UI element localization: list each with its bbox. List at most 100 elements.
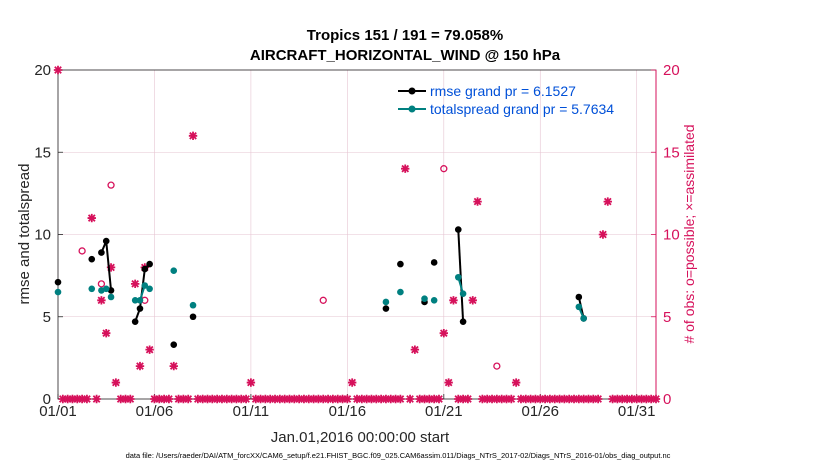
obs-assimilated-marker	[516, 394, 526, 404]
x-tick-label: 01/16	[329, 403, 367, 420]
obs-assimilated-glyph	[58, 394, 68, 404]
obs-assimilated-marker	[285, 394, 294, 404]
obs-assimilated-glyph	[410, 345, 420, 354]
obs-assimilated-glyph	[179, 394, 188, 404]
spread-point	[107, 293, 115, 301]
obs-assimilated-glyph	[454, 394, 463, 404]
obs-assimilated-glyph	[367, 394, 376, 404]
obs-assimilated-marker	[121, 394, 130, 404]
obs-assimilated-marker	[391, 394, 400, 404]
obs-assimilated-glyph	[352, 394, 362, 404]
obs-assimilated-glyph	[569, 394, 579, 404]
obs-assimilated-glyph	[555, 394, 564, 404]
obs-assimilated-glyph	[116, 394, 125, 404]
y2-axis-label: # of obs: o=possible; ×=assimilated	[681, 124, 697, 343]
obs-count-markers	[53, 65, 661, 404]
spread-point	[136, 297, 144, 304]
y2-tick-label: 15	[663, 144, 680, 161]
obs-assimilated-marker	[564, 394, 574, 404]
obs-assimilated-glyph	[135, 361, 145, 371]
obs-assimilated-glyph	[405, 394, 415, 404]
obs-assimilated-marker	[449, 296, 458, 305]
obs-assimilated-glyph	[608, 394, 617, 404]
obs-assimilated-marker	[155, 394, 164, 404]
y-axis-left: 0 5 10 15 20	[34, 62, 63, 408]
obs-assimilated-glyph	[241, 394, 251, 404]
obs-assimilated-marker	[627, 394, 637, 404]
obs-assimilated-marker	[222, 394, 231, 404]
x-tick-label: 01/06	[136, 403, 174, 420]
spread-point	[382, 298, 390, 306]
obs-assimilated-marker	[102, 329, 111, 338]
obs-assimilated-glyph	[584, 394, 593, 404]
obs-assimilated-marker	[618, 394, 627, 404]
obs-assimilated-glyph	[299, 394, 309, 404]
obs-assimilated-glyph	[550, 394, 559, 404]
obs-possible-marker	[440, 165, 448, 173]
obs-assimilated-marker	[425, 394, 434, 404]
spread-point	[575, 303, 583, 311]
obs-assimilated-marker	[184, 394, 193, 404]
obs-assimilated-glyph	[487, 394, 497, 404]
obs-assimilated-glyph	[145, 345, 154, 354]
obs-assimilated-glyph	[246, 378, 256, 387]
obs-assimilated-glyph	[106, 263, 116, 272]
obs-assimilated-marker	[294, 394, 304, 404]
obs-assimilated-glyph	[290, 394, 299, 404]
obs-assimilated-glyph	[618, 394, 627, 404]
obs-assimilated-glyph	[270, 394, 280, 404]
obs-assimilated-marker	[405, 394, 415, 404]
obs-assimilated-marker	[511, 378, 521, 387]
y-tick-label: 5	[43, 309, 51, 326]
obs-assimilated-glyph	[391, 394, 400, 404]
obs-assimilated-glyph	[314, 394, 323, 404]
obs-assimilated-glyph	[338, 394, 347, 404]
spread-point	[189, 301, 197, 309]
obs-assimilated-marker	[420, 394, 429, 404]
obs-assimilated-glyph	[589, 394, 598, 404]
obs-assimilated-marker	[227, 394, 236, 404]
obs-assimilated-marker	[613, 394, 622, 404]
spread-point	[397, 288, 404, 296]
obs-assimilated-marker	[270, 394, 280, 404]
obs-assimilated-glyph	[280, 394, 289, 404]
obs-assimilated-glyph	[261, 394, 270, 404]
obs-assimilated-glyph	[347, 378, 357, 387]
obs-assimilated-glyph	[121, 394, 130, 404]
obs-assimilated-marker	[396, 394, 405, 404]
spread-point	[88, 285, 96, 293]
legend: rmse grand pr = 6.1527 totalspread grand…	[398, 83, 614, 117]
obs-assimilated-glyph	[53, 65, 63, 75]
obs-assimilated-glyph	[285, 394, 294, 404]
obs-assimilated-glyph	[642, 394, 651, 404]
obs-assimilated-marker	[569, 394, 579, 404]
obs-assimilated-glyph	[309, 394, 318, 404]
obs-assimilated-marker	[290, 394, 299, 404]
obs-assimilated-marker	[116, 394, 125, 404]
obs-assimilated-glyph	[463, 394, 473, 404]
obs-assimilated-marker	[584, 394, 593, 404]
obs-assimilated-glyph	[540, 394, 550, 404]
y-tick-label: 0	[43, 391, 51, 408]
obs-assimilated-glyph	[188, 131, 198, 141]
obs-assimilated-glyph	[613, 394, 622, 404]
obs-assimilated-glyph	[193, 394, 203, 404]
obs-assimilated-marker	[434, 394, 444, 404]
obs-assimilated-glyph	[198, 394, 207, 404]
spread-point	[131, 297, 139, 304]
obs-assimilated-marker	[193, 394, 203, 404]
obs-assimilated-marker	[169, 361, 178, 371]
obs-assimilated-glyph	[130, 279, 140, 289]
obs-assimilated-marker	[73, 394, 82, 404]
obs-assimilated-marker	[198, 394, 207, 404]
obs-assimilated-marker	[507, 394, 516, 404]
rmse-point	[170, 341, 178, 349]
obs-assimilated-marker	[473, 197, 482, 206]
obs-assimilated-glyph	[651, 394, 661, 404]
obs-assimilated-marker	[560, 394, 569, 404]
obs-assimilated-glyph	[212, 394, 222, 404]
obs-assimilated-glyph	[483, 394, 492, 404]
obs-assimilated-marker	[483, 394, 492, 404]
obs-assimilated-glyph	[68, 394, 77, 404]
obs-assimilated-marker	[135, 361, 145, 371]
